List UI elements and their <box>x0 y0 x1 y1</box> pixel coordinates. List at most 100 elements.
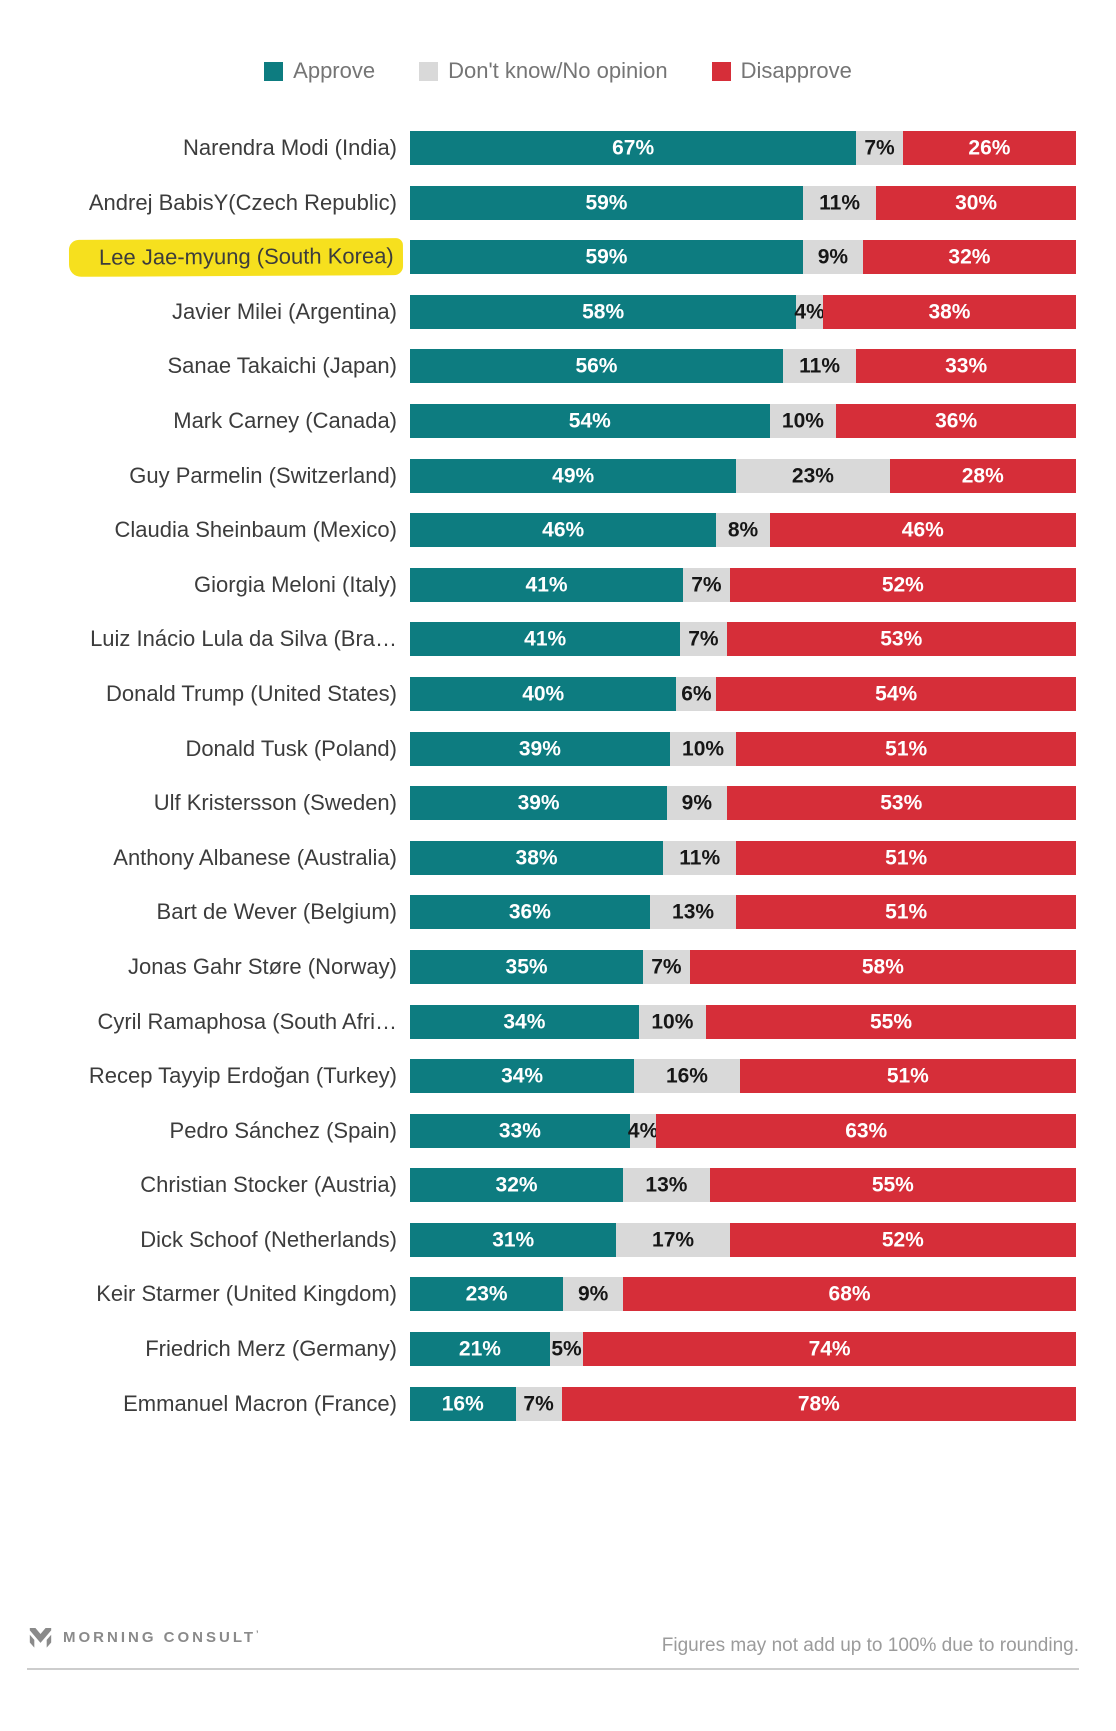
disapprove-segment: 26% <box>902 131 1076 165</box>
chart-row: Mark Carney (Canada) 54% 10% 36% <box>25 403 1076 438</box>
leader-label-text: Bart de Wever (Belgium) <box>156 899 397 925</box>
stacked-bar: 36% 13% 51% <box>410 895 1076 930</box>
disapprove-segment: 58% <box>689 949 1076 984</box>
leader-label: Pedro Sánchez (Spain) <box>25 1118 410 1144</box>
chart-row: Giorgia Meloni (Italy) 41% 7% 52% <box>25 567 1076 602</box>
disapprove-swatch-icon <box>711 61 731 81</box>
approve-segment: 31% <box>410 1222 617 1257</box>
dont-know-value: 7% <box>691 573 722 597</box>
chart-row: Bart de Wever (Belgium) 36% 13% 51% <box>25 895 1076 930</box>
chart-row: Narendra Modi (India) 67% 7% 26% <box>25 131 1076 165</box>
disapprove-segment: 30% <box>876 185 1076 220</box>
stacked-bar: 67% 7% 26% <box>410 131 1076 165</box>
approve-value: 31% <box>492 1228 535 1252</box>
leader-label-text: Anthony Albanese (Australia) <box>113 844 397 870</box>
disapprove-segment: 33% <box>856 349 1076 384</box>
legend-item-dont-know: Don't know/No opinion <box>419 58 668 84</box>
leader-label-text: Sanae Takaichi (Japan) <box>167 353 397 379</box>
leader-label: Andrej BabisY(Czech Republic) <box>25 190 410 216</box>
stacked-bar: 31% 17% 52% <box>410 1222 1076 1257</box>
dont-know-value: 13% <box>672 900 715 924</box>
leader-label: Giorgia Meloni (Italy) <box>25 572 410 598</box>
approve-value: 32% <box>495 1173 538 1197</box>
disapprove-value: 63% <box>845 1119 888 1143</box>
disapprove-value: 52% <box>881 1228 924 1252</box>
disapprove-segment: 38% <box>822 294 1076 329</box>
legend-label-approve: Approve <box>293 58 376 83</box>
disapprove-value: 53% <box>880 627 923 651</box>
leader-label-text: Pedro Sánchez (Spain) <box>169 1117 397 1143</box>
stacked-bar: 32% 13% 55% <box>410 1168 1076 1203</box>
stacked-bar: 16% 7% 78% <box>410 1386 1076 1421</box>
approve-value: 23% <box>465 1282 508 1306</box>
approve-value: 46% <box>542 518 585 542</box>
disapprove-value: 51% <box>886 1064 929 1088</box>
dont-know-segment: 5% <box>549 1332 584 1367</box>
disapprove-segment: 36% <box>836 403 1076 438</box>
morning-consult-m-icon <box>29 1627 52 1648</box>
approve-segment: 59% <box>410 240 803 275</box>
approve-segment: 34% <box>410 1059 635 1094</box>
stacked-bar: 38% 11% 51% <box>410 840 1076 875</box>
morning-consult-logo: MORNING CONSULT’ <box>27 1624 262 1651</box>
disapprove-value: 51% <box>885 846 928 870</box>
approve-segment: 67% <box>410 131 857 165</box>
dont-know-value: 4% <box>794 300 825 324</box>
dont-know-segment: 7% <box>643 949 690 984</box>
dont-know-value: 4% <box>627 1119 659 1143</box>
dont-know-segment: 7% <box>683 567 730 602</box>
dont-know-value: 11% <box>799 354 841 378</box>
approve-value: 59% <box>585 245 628 269</box>
footer-divider <box>27 1668 1079 1670</box>
disapprove-value: 36% <box>935 409 978 433</box>
disapprove-segment: 51% <box>736 731 1076 766</box>
disapprove-value: 54% <box>875 682 918 706</box>
stacked-bar: 35% 7% 58% <box>410 949 1076 984</box>
dont-know-value: 7% <box>688 627 719 651</box>
chart-row: Friedrich Merz (Germany) 21% 5% 74% <box>25 1332 1076 1367</box>
stacked-bar: 59% 11% 30% <box>410 185 1076 220</box>
approve-value: 39% <box>518 737 561 761</box>
chart-legend: Approve Don't know/No opinion Disapprove <box>0 58 1116 84</box>
leader-label: Emmanuel Macron (France) <box>25 1391 410 1417</box>
dont-know-segment: 13% <box>649 895 737 930</box>
leader-label-text: Mark Carney (Canada) <box>173 407 397 433</box>
dont-know-segment: 11% <box>663 840 737 875</box>
dont-know-value: 9% <box>577 1282 609 1306</box>
stacked-bar: 33% 4% 63% <box>410 1113 1076 1148</box>
approve-value: 36% <box>508 900 551 924</box>
approve-segment: 46% <box>410 513 717 548</box>
approve-segment: 23% <box>410 1277 564 1312</box>
dont-know-swatch-icon <box>419 61 439 81</box>
leader-label-text: Friedrich Merz (Germany) <box>145 1336 397 1362</box>
approval-stacked-bar-chart: Narendra Modi (India) 67% 7% 26% Andrej … <box>25 131 1077 1441</box>
chart-row: Recep Tayyip Erdoğan (Turkey) 34% 16% 51… <box>25 1059 1076 1094</box>
leader-label-text: Cyril Ramaphosa (South Afri… <box>97 1008 397 1034</box>
approve-segment: 40% <box>410 676 677 711</box>
disapprove-value: 26% <box>968 136 1011 160</box>
chart-row: Luiz Inácio Lula da Silva (Bra… 41% 7% 5… <box>25 622 1076 657</box>
disapprove-segment: 55% <box>706 1004 1076 1039</box>
disapprove-segment: 74% <box>583 1332 1076 1367</box>
dont-know-value: 7% <box>864 136 895 160</box>
disapprove-value: 68% <box>828 1282 871 1306</box>
dont-know-value: 8% <box>727 518 759 542</box>
approve-value: 34% <box>503 1010 546 1033</box>
leader-label-text: Andrej BabisY(Czech Republic) <box>88 189 397 215</box>
dont-know-value: 23% <box>791 464 834 488</box>
stacked-bar: 58% 4% 38% <box>410 294 1076 329</box>
chart-row: Andrej BabisY(Czech Republic) 59% 11% 30… <box>25 185 1076 220</box>
leader-label-text: Donald Trump (United States) <box>105 680 397 706</box>
chart-row: Javier Milei (Argentina) 58% 4% 38% <box>25 294 1076 329</box>
leader-label: Sanae Takaichi (Japan) <box>25 353 410 379</box>
leader-label-text: Claudia Sheinbaum (Mexico) <box>114 517 397 543</box>
chart-row: Emmanuel Macron (France) 16% 7% 78% <box>25 1386 1076 1421</box>
dont-know-value: 10% <box>781 409 824 433</box>
stacked-bar: 23% 9% 68% <box>410 1277 1076 1312</box>
stacked-bar: 21% 5% 74% <box>410 1332 1076 1367</box>
chart-row: Lee Jae-myung (South Korea) 59% 9% 32% <box>25 237 1076 277</box>
stacked-bar: 56% 11% 33% <box>410 349 1076 384</box>
dont-know-value: 10% <box>682 737 725 761</box>
dont-know-value: 16% <box>665 1064 708 1088</box>
stacked-bar: 46% 8% 46% <box>410 513 1076 548</box>
